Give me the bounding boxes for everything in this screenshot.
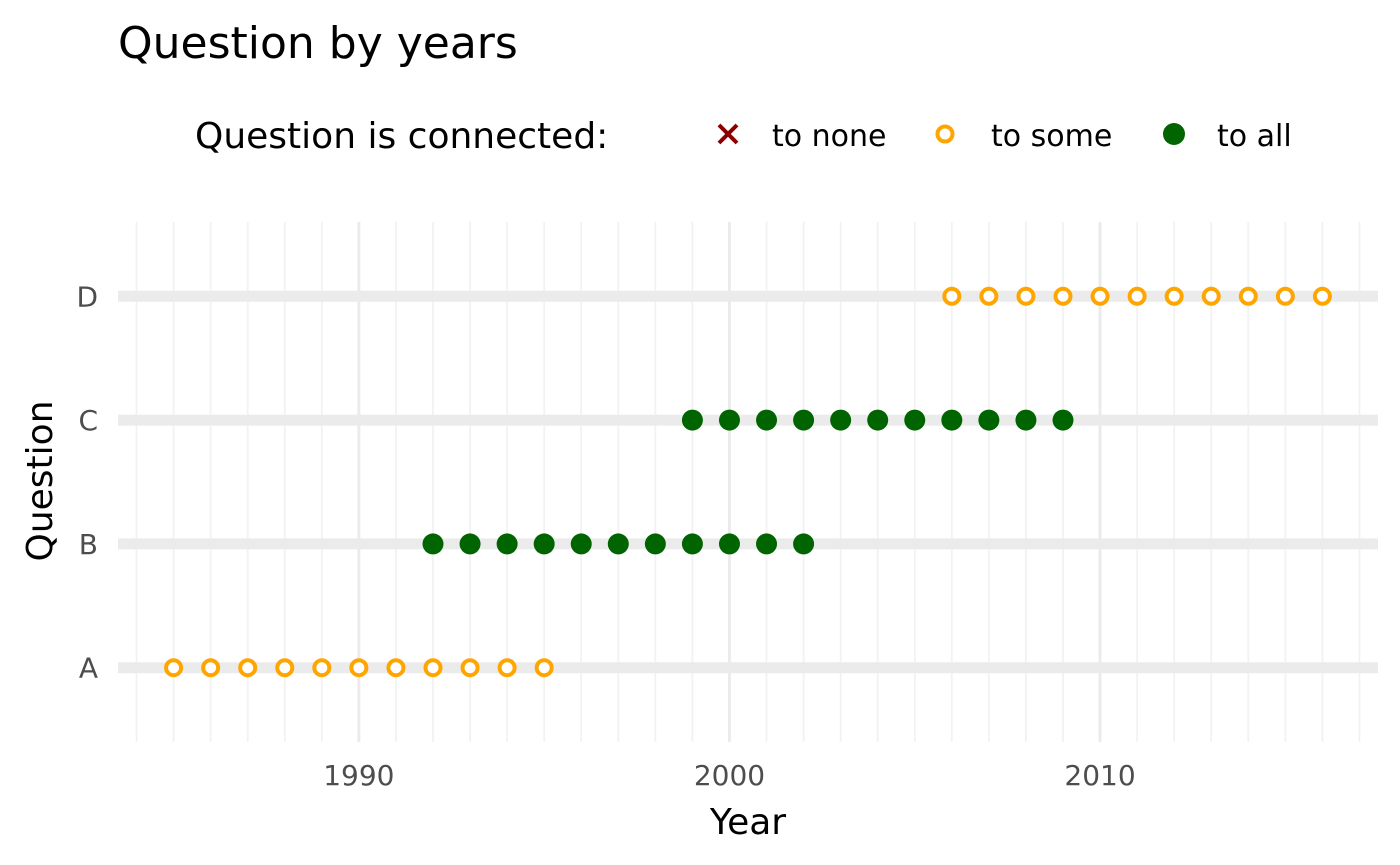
legend-label-to-all: to all bbox=[1217, 119, 1292, 154]
data-point bbox=[1164, 286, 1184, 306]
x-tick-label: 2000 bbox=[694, 759, 765, 792]
y-tick-label: D bbox=[76, 280, 98, 313]
data-point bbox=[718, 409, 740, 431]
plot-area: A B C D 1990 2000 2010 bbox=[76, 222, 1378, 792]
data-point bbox=[1238, 286, 1258, 306]
data-point bbox=[793, 409, 815, 431]
filled-circle-marker-icon bbox=[1163, 123, 1185, 145]
data-point bbox=[1052, 409, 1074, 431]
legend: Question is connected: to none to some t… bbox=[195, 116, 1292, 157]
data-point bbox=[904, 409, 926, 431]
data-point bbox=[386, 658, 406, 678]
data-point bbox=[422, 533, 444, 555]
data-point bbox=[423, 658, 443, 678]
data-point bbox=[496, 533, 518, 555]
data-point bbox=[718, 533, 740, 555]
y-tick-label: A bbox=[79, 652, 98, 685]
data-point bbox=[459, 533, 481, 555]
data-point bbox=[793, 533, 815, 555]
legend-key-to-some: to some bbox=[935, 119, 1112, 154]
y-axis-title: Question bbox=[20, 400, 61, 561]
legend-key-to-none: to none bbox=[717, 119, 887, 154]
data-point bbox=[830, 409, 852, 431]
data-point bbox=[1201, 286, 1221, 306]
data-point bbox=[534, 658, 554, 678]
legend-label-to-some: to some bbox=[991, 119, 1112, 154]
data-point bbox=[275, 658, 295, 678]
data-point bbox=[238, 658, 258, 678]
data-point bbox=[570, 533, 592, 555]
data-point bbox=[644, 533, 666, 555]
data-point bbox=[349, 658, 369, 678]
data-point bbox=[1127, 286, 1147, 306]
legend-label-to-none: to none bbox=[772, 119, 887, 154]
data-point bbox=[756, 533, 778, 555]
y-tick-label: B bbox=[79, 528, 98, 561]
data-point bbox=[1016, 286, 1036, 306]
data-point bbox=[979, 286, 999, 306]
data-point bbox=[942, 286, 962, 306]
x-axis-title: Year bbox=[709, 802, 786, 843]
data-point bbox=[867, 409, 889, 431]
data-point bbox=[1053, 286, 1073, 306]
x-tick-label: 2010 bbox=[1064, 759, 1135, 792]
data-point bbox=[201, 658, 221, 678]
data-point bbox=[1015, 409, 1037, 431]
data-point bbox=[607, 533, 629, 555]
legend-title: Question is connected: bbox=[195, 116, 608, 157]
data-point bbox=[1275, 286, 1295, 306]
data-point bbox=[756, 409, 778, 431]
chart-title: Question by years bbox=[118, 18, 518, 69]
data-point bbox=[312, 658, 332, 678]
data-point bbox=[164, 658, 184, 678]
y-tick-label: C bbox=[78, 404, 98, 437]
data-point bbox=[533, 533, 555, 555]
data-point bbox=[497, 658, 517, 678]
data-point bbox=[681, 533, 703, 555]
data-point bbox=[460, 658, 480, 678]
data-point bbox=[978, 409, 1000, 431]
data-point bbox=[681, 409, 703, 431]
data-point bbox=[1090, 286, 1110, 306]
legend-key-to-all: to all bbox=[1163, 119, 1292, 154]
open-circle-marker-icon bbox=[935, 124, 955, 144]
x-tick-label: 1990 bbox=[323, 759, 394, 792]
data-point bbox=[941, 409, 963, 431]
data-point bbox=[1312, 286, 1332, 306]
